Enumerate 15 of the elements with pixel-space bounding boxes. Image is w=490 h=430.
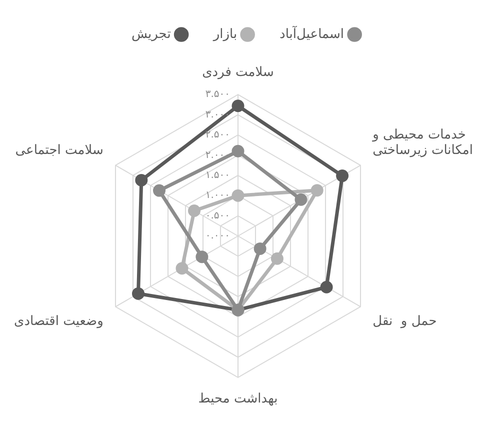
legend-label: بازار (212, 26, 238, 42)
y-tick-label: ۰.۵۰۰ (205, 210, 230, 222)
spoke-label: وضعیت اقتصادی (14, 314, 104, 329)
spoke-label: سلامت اجتماعی (15, 142, 104, 158)
y-tick-label: ۱.۵۰۰ (205, 170, 230, 181)
spoke-label: حمل و نقل (372, 314, 437, 329)
y-tick-label: ۰.۰۰۰ (205, 230, 230, 242)
spoke-label: خدمات محیطی و امکانات زیرساختی (372, 127, 474, 158)
spoke-label: سلامت فردی (202, 65, 274, 80)
legend-label: تجریش (131, 26, 172, 42)
y-tick-label: ۲.۵۰۰ (205, 130, 230, 141)
spoke-label: بهداشت محیط (198, 392, 278, 407)
legend-label: اسماعیل‌آباد (280, 24, 344, 42)
y-tick-label: ۱.۰۰۰ (205, 190, 230, 202)
y-tick-label: ۳.۵۰۰ (205, 89, 230, 100)
